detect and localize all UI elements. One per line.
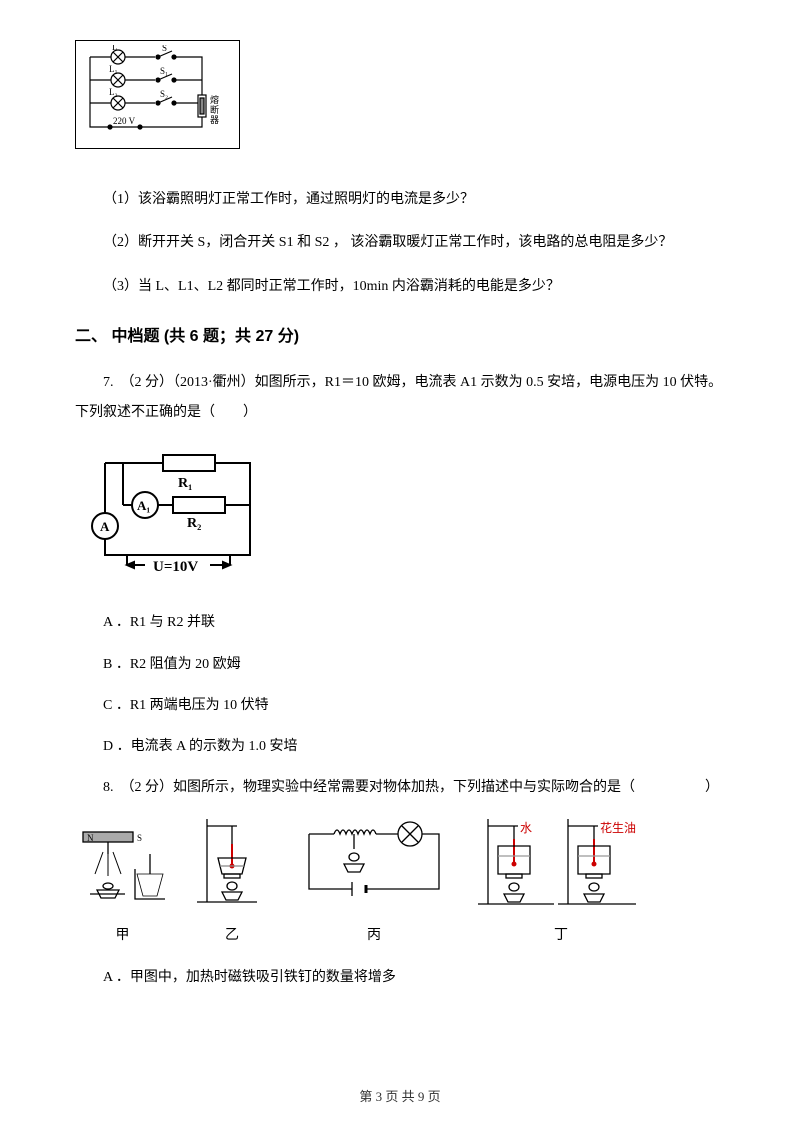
label-R1: R₁ [178, 476, 192, 491]
label-L2: L₂ [109, 87, 118, 97]
label-ding: 丁 [476, 923, 646, 948]
label-voltage: 220 V [113, 116, 136, 126]
label-yi: 乙 [192, 923, 272, 948]
experiment-jia: N S 甲 [75, 824, 170, 948]
page-footer: 第 3 页 共 9 页 [0, 1085, 800, 1108]
q7-option-C: C ．R1 两端电压为 10 伏特 [75, 693, 725, 718]
label-S: S [162, 45, 167, 53]
experiment-yi: 乙 [192, 814, 272, 948]
label-bing: 丙 [294, 923, 454, 948]
label-A: A [100, 519, 110, 534]
svg-text:S: S [137, 833, 142, 843]
label-fuse: 熔断器 [210, 94, 219, 125]
section-2-heading: 二、 中档题 (共 6 题；共 27 分) [75, 323, 725, 352]
label-L: L [112, 45, 118, 52]
label-oil: 花生油 [600, 820, 636, 835]
label-S1: S₁ [160, 66, 168, 76]
q7-option-D: D ．电流表 A 的示数为 1.0 安培 [75, 734, 725, 759]
circuit-diagram-parallel: R₁ R₂ A₁ A U=10V [75, 445, 725, 594]
svg-text:N: N [87, 833, 94, 843]
q7-option-B: B ．R2 阻值为 20 欧姆 [75, 652, 725, 677]
label-R2: R₂ [187, 516, 201, 531]
label-A1: A₁ [137, 498, 150, 513]
question-6-1: （1）该浴霸照明灯正常工作时，通过照明灯的电流是多少？ [75, 187, 725, 212]
label-U: U=10V [153, 559, 198, 575]
experiment-bing: 丙 [294, 814, 454, 948]
experiment-ding: 水 花生油 丁 [476, 814, 646, 948]
experiment-diagrams: N S 甲 [75, 814, 725, 948]
circuit-diagram-bathroom-heater: L S L₁ S₁ L₂ S₂ 熔断器 220 V [75, 40, 240, 149]
question-6-3: （3）当 L、L1、L2 都同时正常工作时，10min 内浴霸消耗的电能是多少？ [75, 274, 725, 299]
q8-option-A: A ．甲图中，加热时磁铁吸引铁钉的数量将增多 [75, 965, 725, 990]
question-6-2: （2）断开开关 S，闭合开关 S1 和 S2 ， 该浴霸取暖灯正常工作时，该电路… [75, 230, 725, 255]
q7-option-A: A ．R1 与 R2 并联 [75, 610, 725, 635]
label-S2: S₂ [160, 89, 168, 99]
question-7-intro: 7. （2 分）（2013·衢州）如图所示，R1＝10 欧姆，电流表 A1 示数… [75, 368, 725, 430]
label-water: 水 [520, 821, 532, 835]
question-8-intro: 8. （2 分）如图所示，物理实验中经常需要对物体加热，下列描述中与实际吻合的是… [75, 775, 725, 800]
label-L1: L₁ [109, 64, 118, 74]
label-jia: 甲 [75, 923, 170, 948]
